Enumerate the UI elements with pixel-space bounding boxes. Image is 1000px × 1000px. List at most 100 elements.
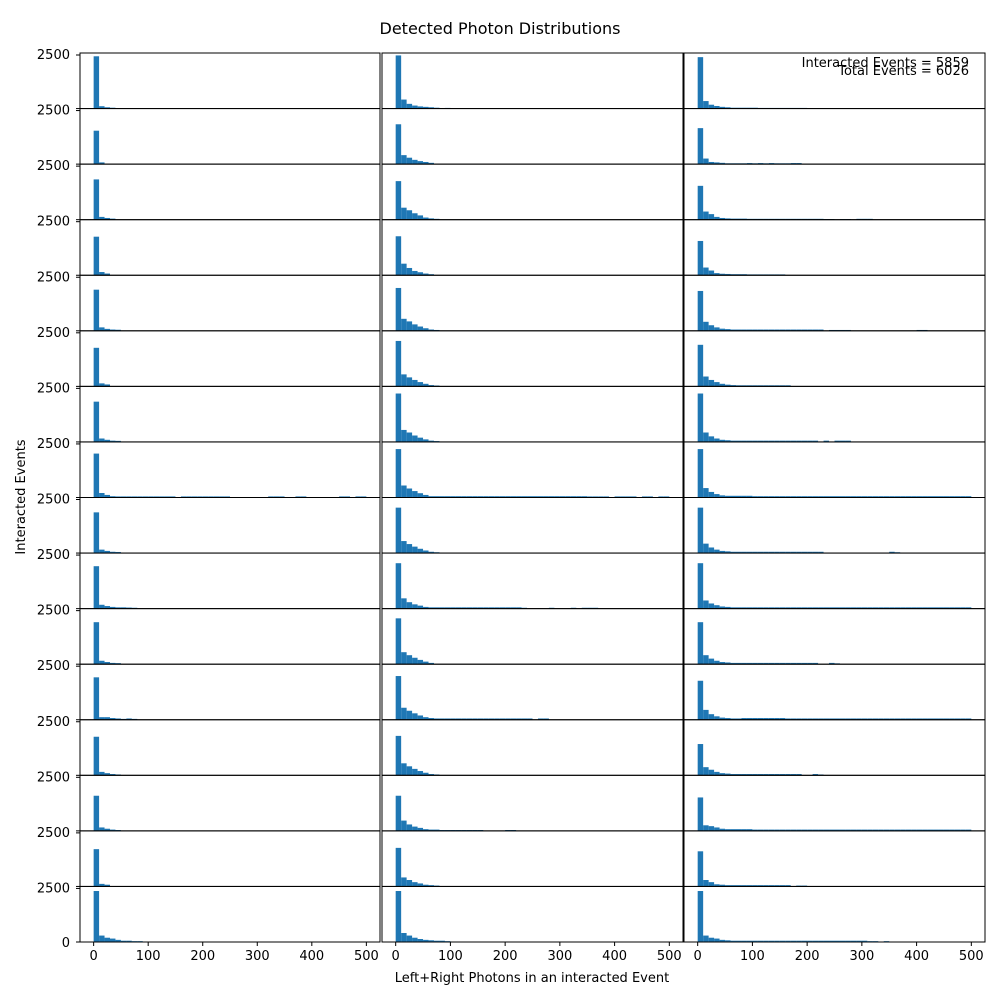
histogram-bar (565, 496, 571, 498)
histogram-bar (104, 439, 110, 442)
histogram-bar (417, 827, 424, 831)
histogram-bar (208, 496, 214, 498)
histogram-bar (412, 604, 418, 609)
x-tick-label: 0 (694, 949, 702, 964)
histogram-bar (790, 829, 797, 831)
histogram-bar (708, 714, 715, 720)
histogram-bar (99, 272, 105, 276)
histogram-bar (752, 496, 758, 498)
histogram-bar (763, 496, 769, 498)
histogram-bar (741, 885, 747, 887)
histogram-bar (927, 607, 934, 609)
histogram-bar (735, 440, 742, 442)
histogram-bar (697, 563, 704, 609)
histogram-bar (406, 655, 413, 665)
histogram-bar (703, 825, 709, 831)
histogram-bar (889, 551, 895, 554)
x-tick-label: 500 (959, 949, 984, 964)
histogram-bar (850, 496, 857, 498)
histogram-bar (620, 496, 626, 498)
histogram-bar (406, 824, 413, 831)
histogram-bar (93, 289, 100, 331)
histogram-bar (839, 829, 846, 831)
x-tick-label: 0 (392, 949, 400, 964)
histogram-bar (730, 495, 736, 498)
histogram-bar (785, 440, 791, 442)
y-tick-label: 2500 (37, 437, 70, 452)
histogram-bar (757, 774, 764, 776)
histogram-bar (785, 607, 791, 609)
histogram-bar (812, 496, 819, 498)
histogram-bar (697, 57, 704, 109)
histogram-bar (818, 551, 824, 554)
histogram-bar (757, 385, 764, 387)
histogram-bar (911, 718, 917, 720)
histogram-bar (768, 774, 775, 776)
histogram-bar (796, 551, 802, 554)
histogram-bar (412, 882, 418, 887)
histogram-bar (714, 105, 720, 109)
histogram-bar (796, 718, 802, 720)
histogram-bar (746, 329, 753, 331)
histogram-bar (219, 496, 225, 498)
histogram-bar (104, 773, 110, 776)
histogram-bar (757, 885, 764, 887)
histogram-bar (93, 622, 100, 665)
histogram-bar (763, 718, 769, 720)
histogram-bar (845, 607, 851, 609)
histogram-bar (423, 494, 429, 498)
y-tick-label: 2500 (37, 715, 70, 730)
histogram-bar (785, 829, 791, 831)
histogram-bar (576, 496, 582, 498)
histogram-bar (708, 547, 715, 554)
histogram-bar (137, 496, 143, 498)
histogram-bar (735, 218, 742, 220)
histogram-bar (741, 385, 747, 387)
histogram-bar (812, 662, 819, 665)
histogram-bar (861, 940, 868, 942)
histogram-bar (412, 105, 418, 109)
histogram-bar (725, 384, 731, 387)
histogram-bar (395, 891, 402, 942)
histogram-bar (697, 344, 704, 387)
histogram-bar (905, 607, 912, 609)
histogram-bar (104, 828, 110, 831)
histogram-bar (752, 607, 758, 609)
histogram-bar (785, 662, 791, 665)
histogram-bar (494, 496, 500, 498)
histogram-bar (697, 680, 704, 720)
histogram-bar (719, 773, 726, 776)
histogram-bar (339, 496, 345, 498)
histogram-bar (423, 884, 429, 887)
histogram-bar (697, 507, 704, 554)
histogram-bar (960, 496, 966, 498)
histogram-bar (746, 829, 753, 831)
figure-title: Detected Photon Distributions (380, 19, 621, 38)
histogram-bar (708, 882, 715, 887)
histogram-bar (834, 440, 840, 442)
histogram-bar (757, 551, 764, 554)
histogram-bar (423, 772, 429, 776)
histogram-bar (401, 877, 407, 887)
histogram-bar (850, 829, 857, 831)
histogram-bar (548, 496, 555, 498)
y-tick-label: 2500 (37, 270, 70, 285)
panels-layer: 2500 2500 2500 2500 2500 2500 2500 2500 2500 2500… (37, 48, 986, 964)
histogram-bar (757, 662, 764, 665)
histogram-bar (938, 829, 944, 831)
histogram-bar (406, 432, 413, 442)
histogram-bar (714, 660, 720, 665)
histogram-bar (412, 713, 418, 720)
histogram-bar (428, 718, 434, 720)
histogram-bar (439, 607, 445, 609)
histogram-bar (796, 940, 802, 942)
histogram-bar (714, 494, 720, 498)
histogram-bar (801, 829, 808, 831)
histogram-bar (423, 106, 429, 109)
panel-frame (79, 885, 381, 943)
histogram-bar (126, 940, 132, 942)
histogram-bar (423, 383, 429, 387)
histogram-bar (807, 496, 813, 498)
